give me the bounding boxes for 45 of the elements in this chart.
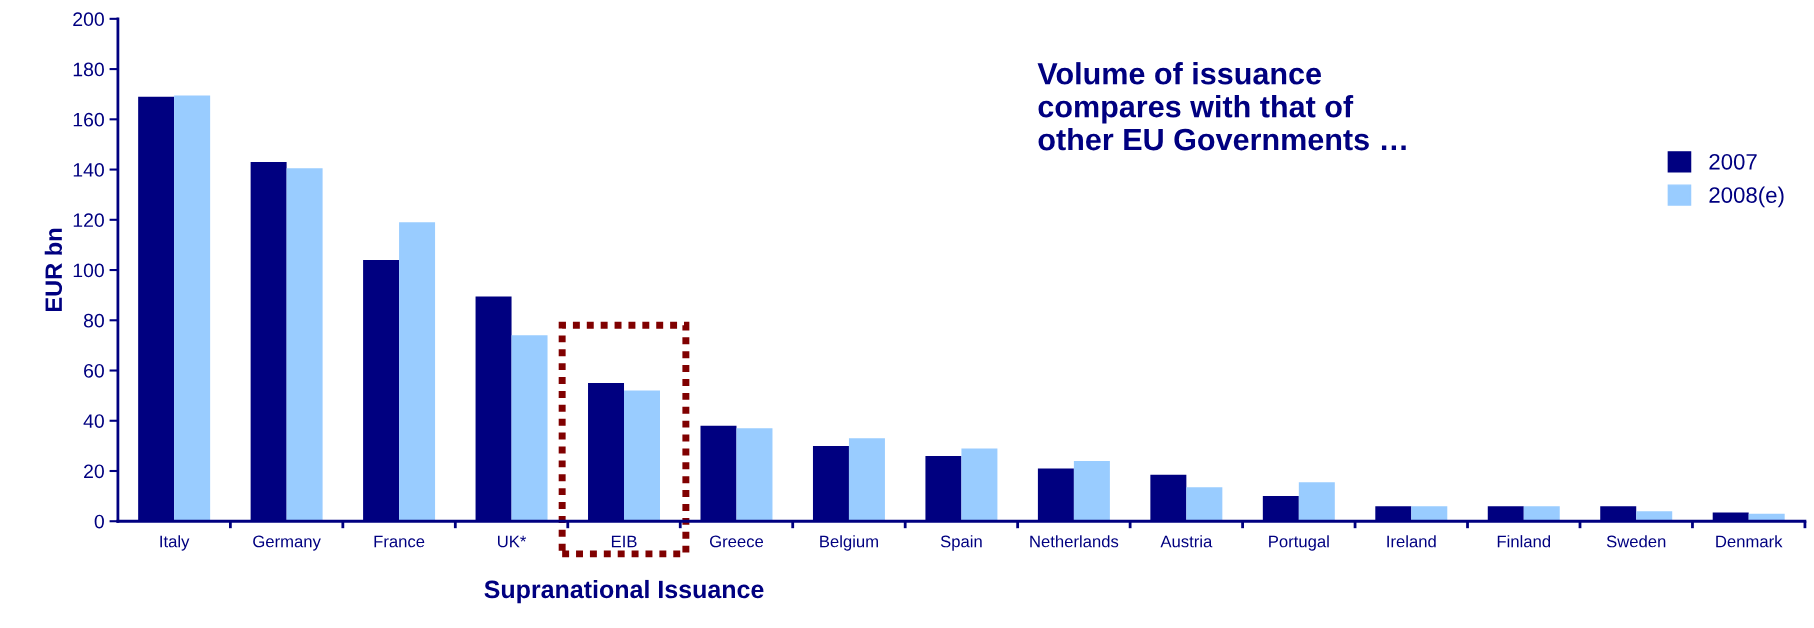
bar — [399, 222, 436, 522]
y-tick-label: 100 — [73, 263, 104, 278]
y-tick-label: 20 — [84, 464, 104, 479]
x-tick-label: Finland — [1497, 535, 1551, 548]
bar — [736, 428, 773, 522]
annotation: Volume of issuance compares with that of other EU Governments … — [1037, 62, 1406, 151]
bar — [961, 448, 998, 522]
bar — [1523, 506, 1560, 522]
y-tick-label: 0 — [94, 514, 104, 529]
legend-label: 2008(e) — [1709, 186, 1784, 208]
x-tick-label: France — [374, 535, 425, 548]
y-tick-label: 80 — [83, 313, 104, 328]
x-tick-label: Greece — [710, 535, 764, 548]
x-tick-label: Netherlands — [1030, 535, 1119, 548]
y-tick-label: 120 — [73, 213, 104, 228]
x-tick-label: Italy — [160, 535, 190, 551]
y-tick-label: 200 — [73, 12, 104, 27]
x-tick-label: Ireland — [1387, 535, 1436, 548]
x-tick-label: Sweden — [1606, 535, 1666, 548]
bar — [1411, 506, 1448, 522]
bar — [848, 438, 885, 522]
bar — [1636, 511, 1673, 522]
x-tick-label: EIB — [611, 535, 637, 548]
x-tick-label: Denmark — [1716, 535, 1783, 548]
x-tick-label: UK* — [498, 535, 527, 548]
bar — [286, 168, 323, 522]
bar — [624, 390, 661, 522]
bar — [1298, 482, 1335, 522]
y-tick-label: 60 — [84, 363, 104, 378]
y-axis-title: EUR bn — [44, 228, 63, 312]
text: Supranational Issuance — [484, 579, 764, 604]
y-tick-label: 40 — [83, 414, 104, 428]
x-tick-label: Portugal — [1269, 535, 1329, 551]
bar — [174, 95, 211, 522]
y-tick-label: 160 — [73, 112, 104, 127]
y-tick-label: 140 — [73, 163, 104, 177]
x-tick-label: Germany — [253, 535, 321, 551]
bar — [511, 335, 548, 522]
y-tick-label: 180 — [73, 62, 104, 77]
bar — [1073, 460, 1110, 522]
legend-label: 2007 — [1709, 153, 1757, 170]
x-tick-label: Belgium — [820, 535, 878, 551]
bar — [1186, 487, 1223, 522]
x-tick-label: Spain — [940, 535, 982, 551]
x-tick-label: Austria — [1160, 535, 1213, 548]
